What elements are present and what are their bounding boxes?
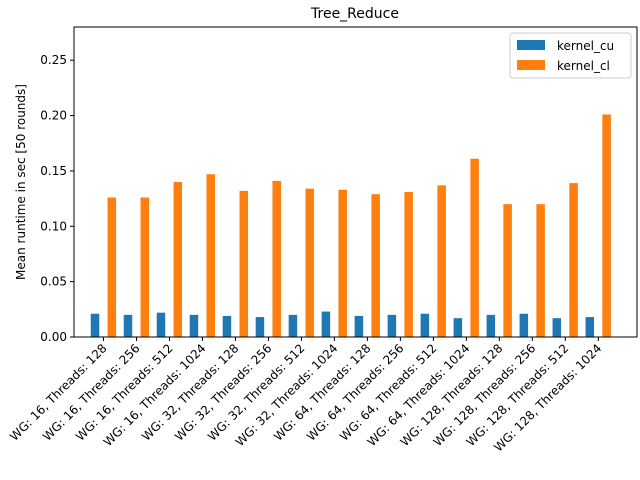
bar-kernel-cu — [354, 315, 364, 337]
bar-kernel-cl — [338, 189, 347, 337]
bar-kernel-cu — [90, 313, 100, 337]
bar-kernel-cl — [404, 191, 413, 337]
bar-kernel-cu — [420, 313, 430, 337]
bar-kernel-cu — [519, 313, 529, 337]
bar-kernel-cl — [239, 190, 248, 337]
y-tick-label: 0.00 — [40, 330, 67, 344]
bar-kernel-cu — [585, 317, 595, 337]
bar-kernel-cu — [552, 318, 562, 337]
bar-kernel-cu — [486, 314, 496, 337]
y-axis: 0.00 0.05 0.10 0.15 0.20 0.25 — [40, 53, 74, 344]
bar-kernel-cu — [321, 311, 331, 337]
legend-swatch-kernel-cl — [517, 60, 545, 70]
y-tick-label: 0.20 — [40, 109, 67, 123]
bar-kernel-cl — [503, 204, 512, 337]
bar-kernel-cl — [206, 174, 216, 337]
bar-kernel-cl — [305, 188, 314, 337]
bar-kernel-cl — [470, 158, 479, 337]
bar-kernel-cu — [222, 315, 232, 337]
bar-kernel-cl — [437, 185, 446, 337]
bar-kernel-cl — [173, 182, 183, 337]
bar-kernel-cu — [123, 314, 133, 337]
bar-kernel-cl — [272, 180, 281, 337]
bar-kernel-cu — [387, 314, 397, 337]
bar-kernel-cl — [371, 194, 380, 337]
bar-kernel-cu — [288, 314, 298, 337]
bar-kernel-cl — [140, 197, 150, 337]
y-axis-label-group: Mean runtime in sec [50 rounds] — [14, 84, 28, 280]
y-tick-label: 0.25 — [40, 53, 67, 67]
bar-kernel-cl — [536, 204, 545, 337]
bar-kernel-cu — [189, 314, 199, 337]
legend-label-kernel-cu: kernel_cu — [557, 39, 614, 53]
bar-kernel-cu — [453, 318, 463, 337]
legend-label-kernel-cl: kernel_cl — [557, 59, 610, 73]
legend-swatch-kernel-cu — [517, 40, 545, 50]
bar-kernel-cl — [569, 183, 578, 337]
legend: kernel_cu kernel_cl — [509, 32, 632, 79]
y-tick-label: 0.15 — [40, 164, 67, 178]
plot-frame — [73, 26, 638, 338]
y-axis-label: Mean runtime in sec [50 rounds] — [14, 84, 28, 280]
chart-title: Tree_Reduce — [310, 6, 399, 22]
y-tick-label: 0.05 — [40, 275, 67, 289]
bar-kernel-cu — [255, 317, 265, 337]
y-tick-label: 0.10 — [40, 219, 67, 233]
bar-kernel-cu — [156, 312, 166, 337]
bar-kernel-cl — [107, 197, 117, 337]
bar-kernel-cl — [602, 114, 611, 338]
bars — [90, 114, 611, 338]
